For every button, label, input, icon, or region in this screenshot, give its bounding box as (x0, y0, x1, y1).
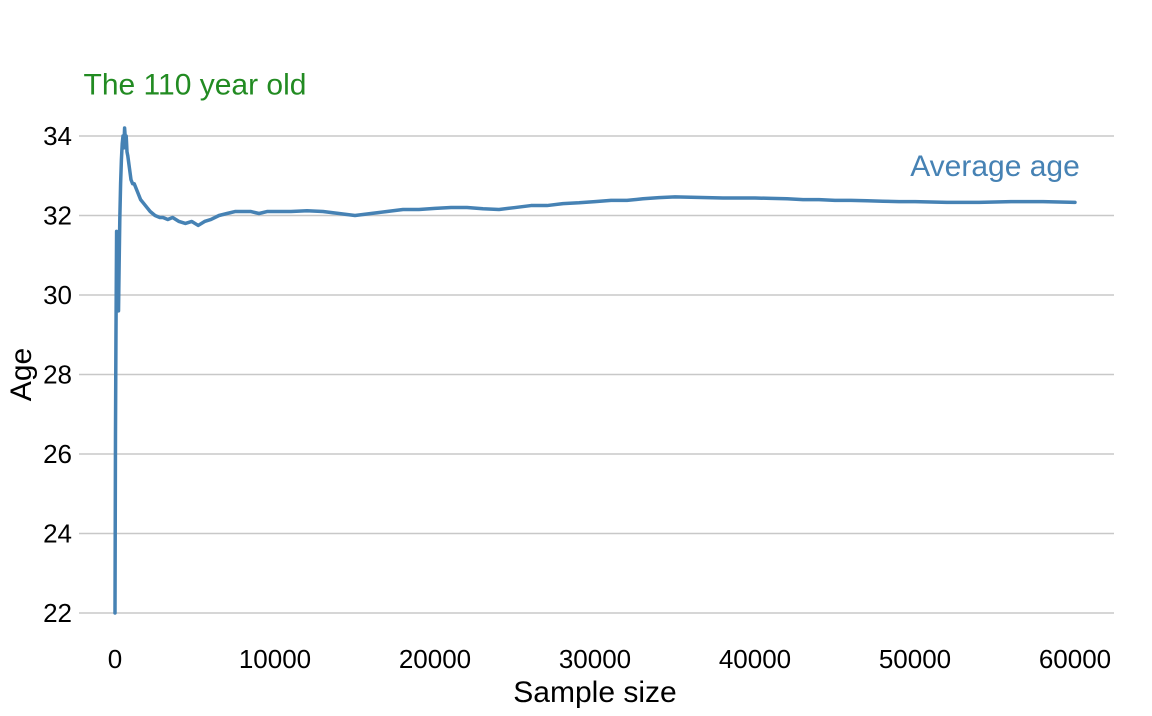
y-tick-label: 26 (43, 439, 72, 469)
y-axis-ticks: 22 24 26 28 30 32 34 (43, 121, 72, 628)
x-tick-label: 0 (108, 644, 122, 674)
y-tick-label: 24 (43, 519, 72, 549)
annotation-110-year-old: The 110 year old (84, 68, 307, 101)
y-axis-title: Age (5, 348, 38, 401)
x-tick-label: 40000 (719, 644, 791, 674)
x-tick-label: 10000 (239, 644, 311, 674)
x-tick-label: 50000 (879, 644, 951, 674)
x-tick-label: 30000 (559, 644, 631, 674)
x-tick-label: 60000 (1039, 644, 1111, 674)
annotations: The 110 year old Average age (84, 68, 1080, 182)
gridlines (79, 135, 1114, 614)
x-tick-label: 20000 (399, 644, 471, 674)
y-tick-label: 32 (43, 201, 72, 231)
series-layer (113, 126, 1077, 615)
y-tick-label: 28 (43, 360, 72, 390)
x-axis-ticks: 0 10000 20000 30000 40000 50000 60000 (108, 644, 1111, 674)
y-tick-label: 34 (43, 121, 72, 151)
annotation-average-age: Average age (910, 150, 1080, 183)
y-tick-label: 22 (43, 598, 72, 628)
x-axis-title: Sample size (513, 676, 676, 709)
series-line-0 (113, 126, 1077, 615)
y-tick-label: 30 (43, 280, 72, 310)
